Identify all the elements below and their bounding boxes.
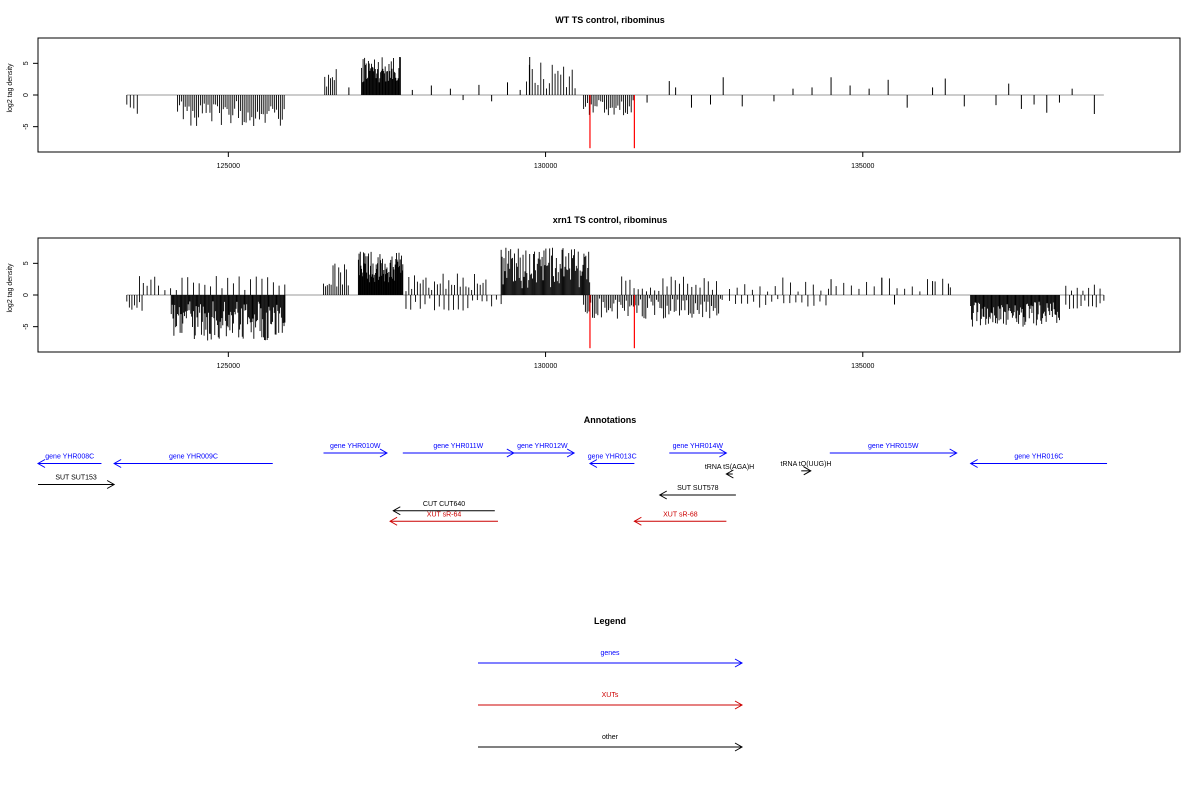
annotation-arrow: [402, 448, 515, 458]
annotation-arrow: [633, 516, 727, 526]
data-marks: [126, 57, 1104, 149]
annotation-label: gene YHR012W: [517, 443, 568, 450]
legend: Legend genes XUTs other: [478, 616, 744, 752]
annotation-arrow: [669, 448, 728, 458]
legend-label: genes: [600, 650, 620, 657]
x-axis: 125000 130000 135000: [38, 151, 1180, 170]
x-tick-label: 135000: [851, 363, 874, 370]
x-tick-label: 125000: [217, 163, 240, 170]
y-tick-label: -5: [23, 123, 30, 129]
annotation-label: gene YHR015W: [868, 443, 919, 450]
x-tick-label: 125000: [217, 363, 240, 370]
legend-arrow: [478, 742, 744, 752]
annotation-arrow: [801, 466, 812, 476]
annotation-label: SUT SUT578: [677, 485, 719, 492]
annotation-arrow: [36, 459, 102, 468]
x-tick-label: 130000: [534, 363, 557, 370]
y-tick-label: 0: [23, 293, 30, 297]
annotation-label: gene YHR008C: [45, 454, 94, 461]
y-axis: -5 0 5: [23, 61, 39, 130]
annotations-track: Annotations gene YHR008C gene YHR009Cgene…: [36, 415, 1108, 526]
annotations-title: Annotations: [584, 415, 637, 425]
y-tick-label: 0: [23, 93, 30, 97]
y-tick-label: 5: [23, 61, 30, 65]
legend-arrow: [478, 658, 744, 668]
x-tick-label: 130000: [534, 163, 557, 170]
annotation-label: gene YHR010W: [330, 443, 381, 450]
y-axis: -5 0 5: [23, 261, 39, 330]
legend-entries: genes XUTs other: [478, 650, 744, 752]
annotation-arrow: [392, 506, 495, 516]
y-axis-label: log2 tag density: [7, 263, 14, 313]
annotation-label: tRNA tS(AGA)H: [705, 464, 754, 471]
y-tick-label: -5: [23, 323, 30, 329]
panel-title: xrn1 TS control, ribominus: [553, 215, 668, 225]
y-axis-label: log2 tag density: [7, 63, 14, 113]
annotation-arrow: [38, 480, 116, 489]
annotation-label: gene YHR014W: [673, 443, 724, 450]
legend-arrow: [478, 700, 744, 710]
y-tick-label: 5: [23, 261, 30, 265]
annotation-label: gene YHR009C: [169, 454, 218, 461]
annotation-arrow: [323, 448, 388, 458]
annotation-label: CUT CUT640: [423, 501, 465, 508]
annotation-arrow: [510, 448, 576, 458]
panel-wt-ts-control: WT TS control, ribominus log2 tag densit…: [7, 15, 1181, 170]
annotation-label: tRNA tQ(UUG)H: [781, 461, 832, 468]
panel-title: WT TS control, ribominus: [555, 15, 665, 25]
x-tick-label: 135000: [851, 163, 874, 170]
annotation-label: XUT sR-64: [427, 511, 462, 518]
legend-title: Legend: [594, 616, 626, 626]
legend-label: other: [602, 734, 619, 741]
annotation-label: XUT sR-68: [663, 511, 698, 518]
annotation-arrow: [588, 459, 635, 468]
panel-xrn1-ts-control: xrn1 TS control, ribominus log2 tag dens…: [7, 215, 1181, 370]
annotation-arrow: [389, 516, 498, 526]
annotation-label: SUT SUT153: [55, 475, 97, 482]
annotation-arrow: [725, 469, 734, 479]
annotation-label: gene YHR016C: [1014, 454, 1063, 461]
annotation-features: gene YHR008C gene YHR009C gene YHR010W gene…: [36, 443, 1108, 526]
x-axis: 125000 130000 135000: [38, 351, 1180, 370]
annotation-arrow: [969, 459, 1108, 468]
data-marks: [126, 247, 1105, 349]
annotation-arrow: [829, 448, 958, 458]
annotation-label: gene YHR011W: [433, 443, 483, 450]
annotation-label: gene YHR013C: [588, 454, 637, 461]
annotation-arrow: [113, 459, 273, 468]
annotation-arrow: [658, 490, 736, 500]
legend-label: XUTs: [602, 692, 619, 699]
